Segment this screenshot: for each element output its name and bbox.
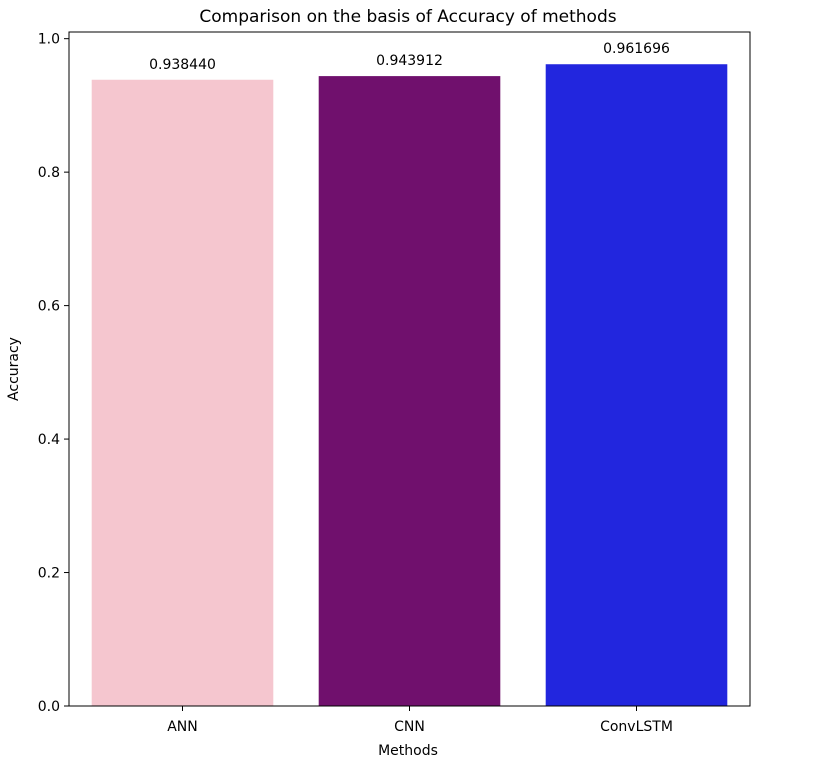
value-label-ann: 0.938440 — [149, 57, 216, 73]
x-axis-label: Methods — [378, 743, 438, 759]
plot-frame — [68, 31, 751, 707]
bar-cnn — [318, 76, 501, 706]
x-tick-label-ann: ANN — [167, 719, 198, 735]
bar-ann — [91, 79, 274, 706]
x-tick-label-cnn: CNN — [394, 719, 425, 735]
x-axis: ANN CNN ConvLSTM — [167, 706, 673, 735]
y-tick-label-2: 0.4 — [38, 432, 60, 448]
y-axis: 0.0 0.2 0.4 0.6 0.8 1.0 — [38, 32, 69, 715]
y-tick-label-1: 0.2 — [38, 566, 60, 582]
y-tick-label-3: 0.6 — [38, 299, 60, 315]
value-label-cnn: 0.943912 — [376, 53, 443, 69]
y-axis-label: Accuracy — [6, 337, 22, 401]
chart-title: Comparison on the basis of Accuracy of m… — [199, 7, 616, 27]
y-tick-label-4: 0.8 — [38, 165, 60, 181]
value-labels-group: 0.938440 0.943912 0.961696 — [149, 41, 670, 73]
bar-convlstm — [545, 64, 728, 706]
bars-group — [91, 64, 728, 706]
value-label-convlstm: 0.961696 — [603, 41, 670, 57]
y-tick-label-5: 1.0 — [38, 32, 60, 48]
x-tick-label-convlstm: ConvLSTM — [600, 719, 673, 735]
y-tick-label-0: 0.0 — [38, 699, 60, 715]
